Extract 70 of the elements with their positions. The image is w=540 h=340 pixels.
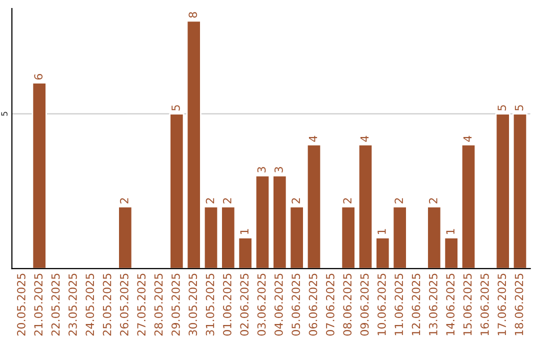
x-tick-label: 23.05.2025: [68, 274, 77, 336]
data-label: 4: [360, 136, 369, 142]
bar: [495, 113, 510, 269]
x-tick-label: 09.06.2025: [360, 274, 369, 336]
x-tick-label: 30.05.2025: [188, 274, 198, 336]
bar: [460, 144, 476, 269]
bar: [272, 175, 288, 269]
x-tick-label: 24.05.2025: [86, 274, 94, 336]
x-tick-label: 29.05.2025: [171, 274, 180, 336]
x-tick-label: 05.06.2025: [292, 274, 300, 336]
data-label: 2: [428, 198, 438, 204]
data-label: 4: [308, 136, 318, 142]
x-tick-label: 18.06.2025: [514, 274, 524, 336]
data-label: 3: [257, 167, 266, 172]
x-tick-label: 14.06.2025: [446, 274, 455, 336]
data-label: 5: [514, 105, 524, 110]
bar: [392, 206, 408, 269]
bar: [169, 113, 184, 269]
x-tick-label: 13.06.2025: [428, 274, 438, 336]
bar: [203, 206, 219, 269]
bar: [375, 236, 390, 269]
x-tick-label: 03.06.2025: [257, 274, 266, 336]
data-label: 2: [343, 198, 352, 204]
data-label: 2: [292, 198, 300, 204]
bar: [32, 82, 47, 269]
x-tick-label: 11.06.2025: [394, 274, 404, 336]
x-tick-label: 20.05.2025: [17, 274, 26, 336]
x-tick-label: 01.06.2025: [222, 274, 232, 336]
bar: [444, 236, 459, 269]
data-label: 2: [222, 198, 232, 204]
x-tick-label: 16.06.2025: [480, 274, 489, 336]
x-tick-label: 15.06.2025: [463, 274, 472, 336]
data-label: 6: [34, 74, 43, 80]
data-label: 2: [120, 198, 128, 204]
bar: [358, 144, 374, 269]
bar: [340, 206, 356, 269]
bar: [118, 206, 133, 269]
x-tick-label: 21.05.2025: [34, 274, 43, 336]
x-tick-label: 10.06.2025: [377, 274, 386, 336]
x-tick-label: 04.06.2025: [274, 274, 283, 336]
data-label: 5: [172, 105, 180, 110]
data-label: 2: [394, 198, 403, 204]
data-label: 1: [378, 229, 386, 234]
x-tick-label: 31.05.2025: [206, 274, 214, 336]
data-label: 5: [498, 105, 506, 110]
data-label: 2: [206, 198, 214, 204]
x-tick-label: 22.05.2025: [51, 274, 60, 336]
x-tick-label: 12.06.2025: [412, 274, 420, 336]
bar: [289, 206, 304, 269]
bar: [238, 236, 253, 269]
x-tick-label: 02.06.2025: [240, 274, 249, 336]
x-tick-label: 08.06.2025: [343, 274, 352, 336]
x-tick-label: 26.05.2025: [120, 274, 128, 336]
x-tick-label: 28.05.2025: [154, 274, 163, 336]
data-label: 8: [188, 12, 198, 18]
bar: [306, 144, 322, 269]
data-label: 3: [274, 167, 283, 172]
data-label: 1: [240, 229, 248, 234]
bar: [512, 113, 528, 269]
data-label: 4: [463, 136, 472, 142]
bar: [186, 20, 202, 269]
x-tick-label: 27.05.2025: [137, 274, 146, 336]
bar: [426, 206, 442, 269]
x-tick-label: 25.05.2025: [102, 274, 112, 336]
bar: [254, 175, 270, 269]
bar: [220, 206, 236, 269]
x-tick-label: 07.06.2025: [326, 274, 334, 336]
x-tick-label: 06.06.2025: [308, 274, 318, 336]
x-tick-label: 17.06.2025: [498, 274, 506, 336]
data-label: 1: [446, 229, 454, 234]
